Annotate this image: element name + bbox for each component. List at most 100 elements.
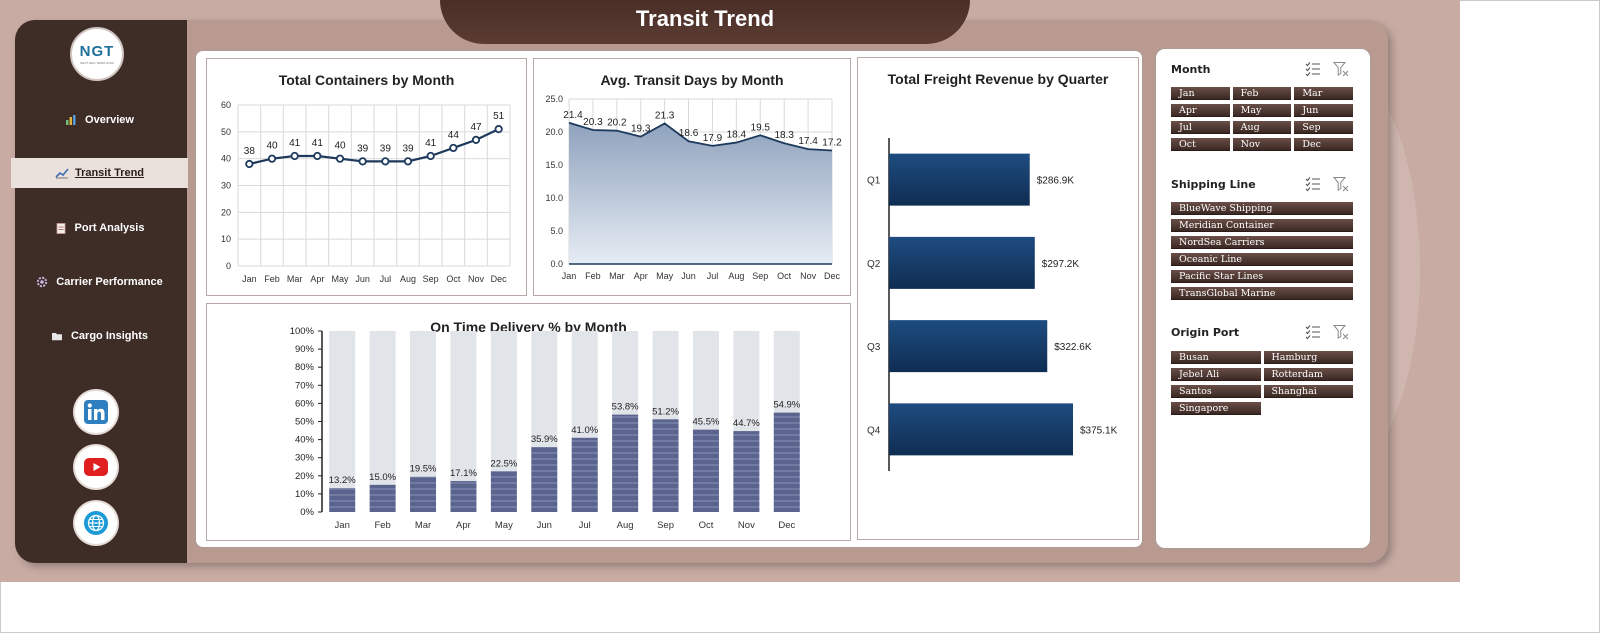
linkedin-button[interactable]	[75, 391, 117, 433]
x-tick-label: Mar	[415, 520, 431, 531]
nav-item-label: Overview	[85, 114, 134, 126]
line-chart-icon	[55, 167, 69, 179]
containers-chart-panel: Total Containers by Month 0 10 20 30 40 50 60 3…	[206, 58, 527, 296]
data-point	[313, 151, 322, 161]
x-tick-label: May	[495, 520, 513, 531]
page-title: Transit Trend	[635, 6, 775, 31]
x-tick-label: Oct	[777, 271, 792, 281]
x-tick-label: Jun	[681, 271, 696, 281]
y-tick-label: 0%	[300, 507, 314, 518]
x-tick-label: Jun	[355, 274, 370, 284]
slicer-item[interactable]: Dec	[1294, 138, 1353, 151]
slicer-item[interactable]: Santos	[1171, 385, 1261, 398]
data-point	[494, 125, 503, 134]
slicer-item[interactable]: Singapore	[1171, 402, 1261, 415]
data-label: 40	[334, 141, 346, 152]
bar	[450, 481, 477, 512]
nav-item-carrier-performance[interactable]: Carrier Performance	[11, 267, 188, 297]
slicer-item[interactable]: Nov	[1232, 138, 1292, 151]
data-label: 39	[357, 143, 369, 154]
data-label: 21.4	[563, 110, 583, 121]
chart-title: Total Freight Revenue by Quarter	[887, 71, 1109, 87]
slicer-item[interactable]: May	[1232, 104, 1292, 117]
slicer-item[interactable]: Meridian Container	[1171, 219, 1353, 232]
clear-filter-icon[interactable]	[1332, 324, 1349, 345]
x-tick-label: Sep	[752, 271, 768, 281]
x-tick-label: Nov	[738, 520, 755, 531]
slicer-item[interactable]: Oceanic Line	[1171, 253, 1353, 266]
bar	[889, 153, 1030, 206]
nav-item-label: Cargo Insights	[70, 330, 148, 342]
nav-item-cargo-insights[interactable]: Cargo Insights	[11, 321, 188, 351]
data-point	[471, 135, 481, 144]
data-label: 39	[402, 143, 414, 154]
nav-item-transit-trend[interactable]: Transit Trend	[11, 158, 188, 188]
slicer-item[interactable]: Sep	[1294, 121, 1353, 134]
data-point	[267, 154, 277, 163]
slicer-item[interactable]: Jan	[1171, 87, 1230, 100]
slicer-item[interactable]: Busan	[1171, 351, 1261, 364]
slicer-item[interactable]: Mar	[1294, 87, 1353, 100]
data-label: 17.1%	[450, 468, 477, 479]
data-label: 19.5%	[410, 464, 437, 475]
clear-filter-icon[interactable]	[1332, 61, 1349, 82]
slicer-item[interactable]: Apr	[1171, 104, 1230, 117]
y-tick-label: 10	[221, 234, 231, 244]
multi-select-icon[interactable]	[1305, 176, 1321, 197]
series-line	[568, 121, 833, 152]
globe-button[interactable]	[75, 502, 117, 544]
slicer-item[interactable]: Shanghai	[1263, 385, 1353, 398]
slicer-item[interactable]: Hamburg	[1263, 351, 1353, 364]
nav-item-overview[interactable]: Overview	[11, 105, 188, 135]
y-tick-label: 80%	[295, 362, 315, 373]
nav-item-port-analysis[interactable]: Port Analysis	[11, 213, 188, 243]
multi-select-icon[interactable]	[1305, 61, 1321, 82]
linkedin-icon	[83, 399, 109, 425]
slicer-item[interactable]: TransGlobal Marine	[1171, 287, 1353, 300]
data-label: $375.1K	[1080, 425, 1118, 436]
y-tick-label: 20.0	[545, 127, 563, 137]
y-tick-label: Q3	[867, 342, 881, 353]
slicer-item[interactable]: Feb	[1232, 87, 1292, 100]
data-label: 39	[380, 143, 392, 154]
slicer-item[interactable]: Pacific Star Lines	[1171, 270, 1353, 283]
data-label: 51.2%	[652, 406, 679, 417]
youtube-button[interactable]	[75, 446, 117, 488]
clear-filter-icon[interactable]	[1332, 176, 1349, 197]
data-label: 53.8%	[612, 402, 639, 413]
data-label: 41	[425, 138, 437, 149]
y-tick-label: 30%	[295, 453, 315, 464]
y-tick-label: 15.0	[545, 160, 563, 170]
slicer-item[interactable]: Oct	[1171, 138, 1230, 151]
clipboard-icon	[55, 222, 67, 234]
bar-background	[369, 331, 396, 512]
y-tick-label: 40	[221, 154, 231, 164]
x-tick-label: Feb	[374, 520, 390, 531]
containers-line-chart: 0 10 20 30 40 50 60 38 Jan 40 Feb 41 Mar 41 Apr 40 May 39…	[221, 100, 511, 284]
slicer-item[interactable]: NordSea Carriers	[1171, 236, 1353, 249]
data-label: 18.3	[774, 130, 794, 141]
y-tick-label: 40%	[295, 435, 315, 446]
slicer-title: Month	[1171, 63, 1211, 76]
x-tick-label: Jan	[335, 520, 350, 531]
logo-subtext: NEXT GEN TEMPLATES	[80, 61, 114, 65]
slicer-item[interactable]: BlueWave Shipping	[1171, 202, 1353, 215]
nav-item-label: Carrier Performance	[56, 276, 163, 288]
slicer-item[interactable]: Jul	[1171, 121, 1230, 134]
data-label: 41.0%	[571, 425, 598, 436]
data-point	[335, 154, 345, 163]
nav-item-label: Transit Trend	[74, 167, 145, 179]
bar	[652, 419, 679, 512]
youtube-icon	[83, 457, 109, 477]
slicer-item[interactable]: Jun	[1294, 104, 1353, 117]
slicer-item[interactable]: Jebel Ali	[1171, 368, 1261, 381]
logo[interactable]: NGT NEXT GEN TEMPLATES	[70, 27, 124, 81]
multi-select-icon[interactable]	[1305, 324, 1321, 345]
y-tick-label: 60	[221, 100, 231, 110]
x-tick-label: Oct	[446, 274, 461, 284]
slicer-item[interactable]: Rotterdam	[1263, 368, 1353, 381]
slicer-item[interactable]: Aug	[1232, 121, 1292, 134]
data-label: 45.5%	[692, 417, 719, 428]
x-tick-label: Sep	[657, 520, 674, 531]
data-label: 17.9	[703, 133, 723, 144]
